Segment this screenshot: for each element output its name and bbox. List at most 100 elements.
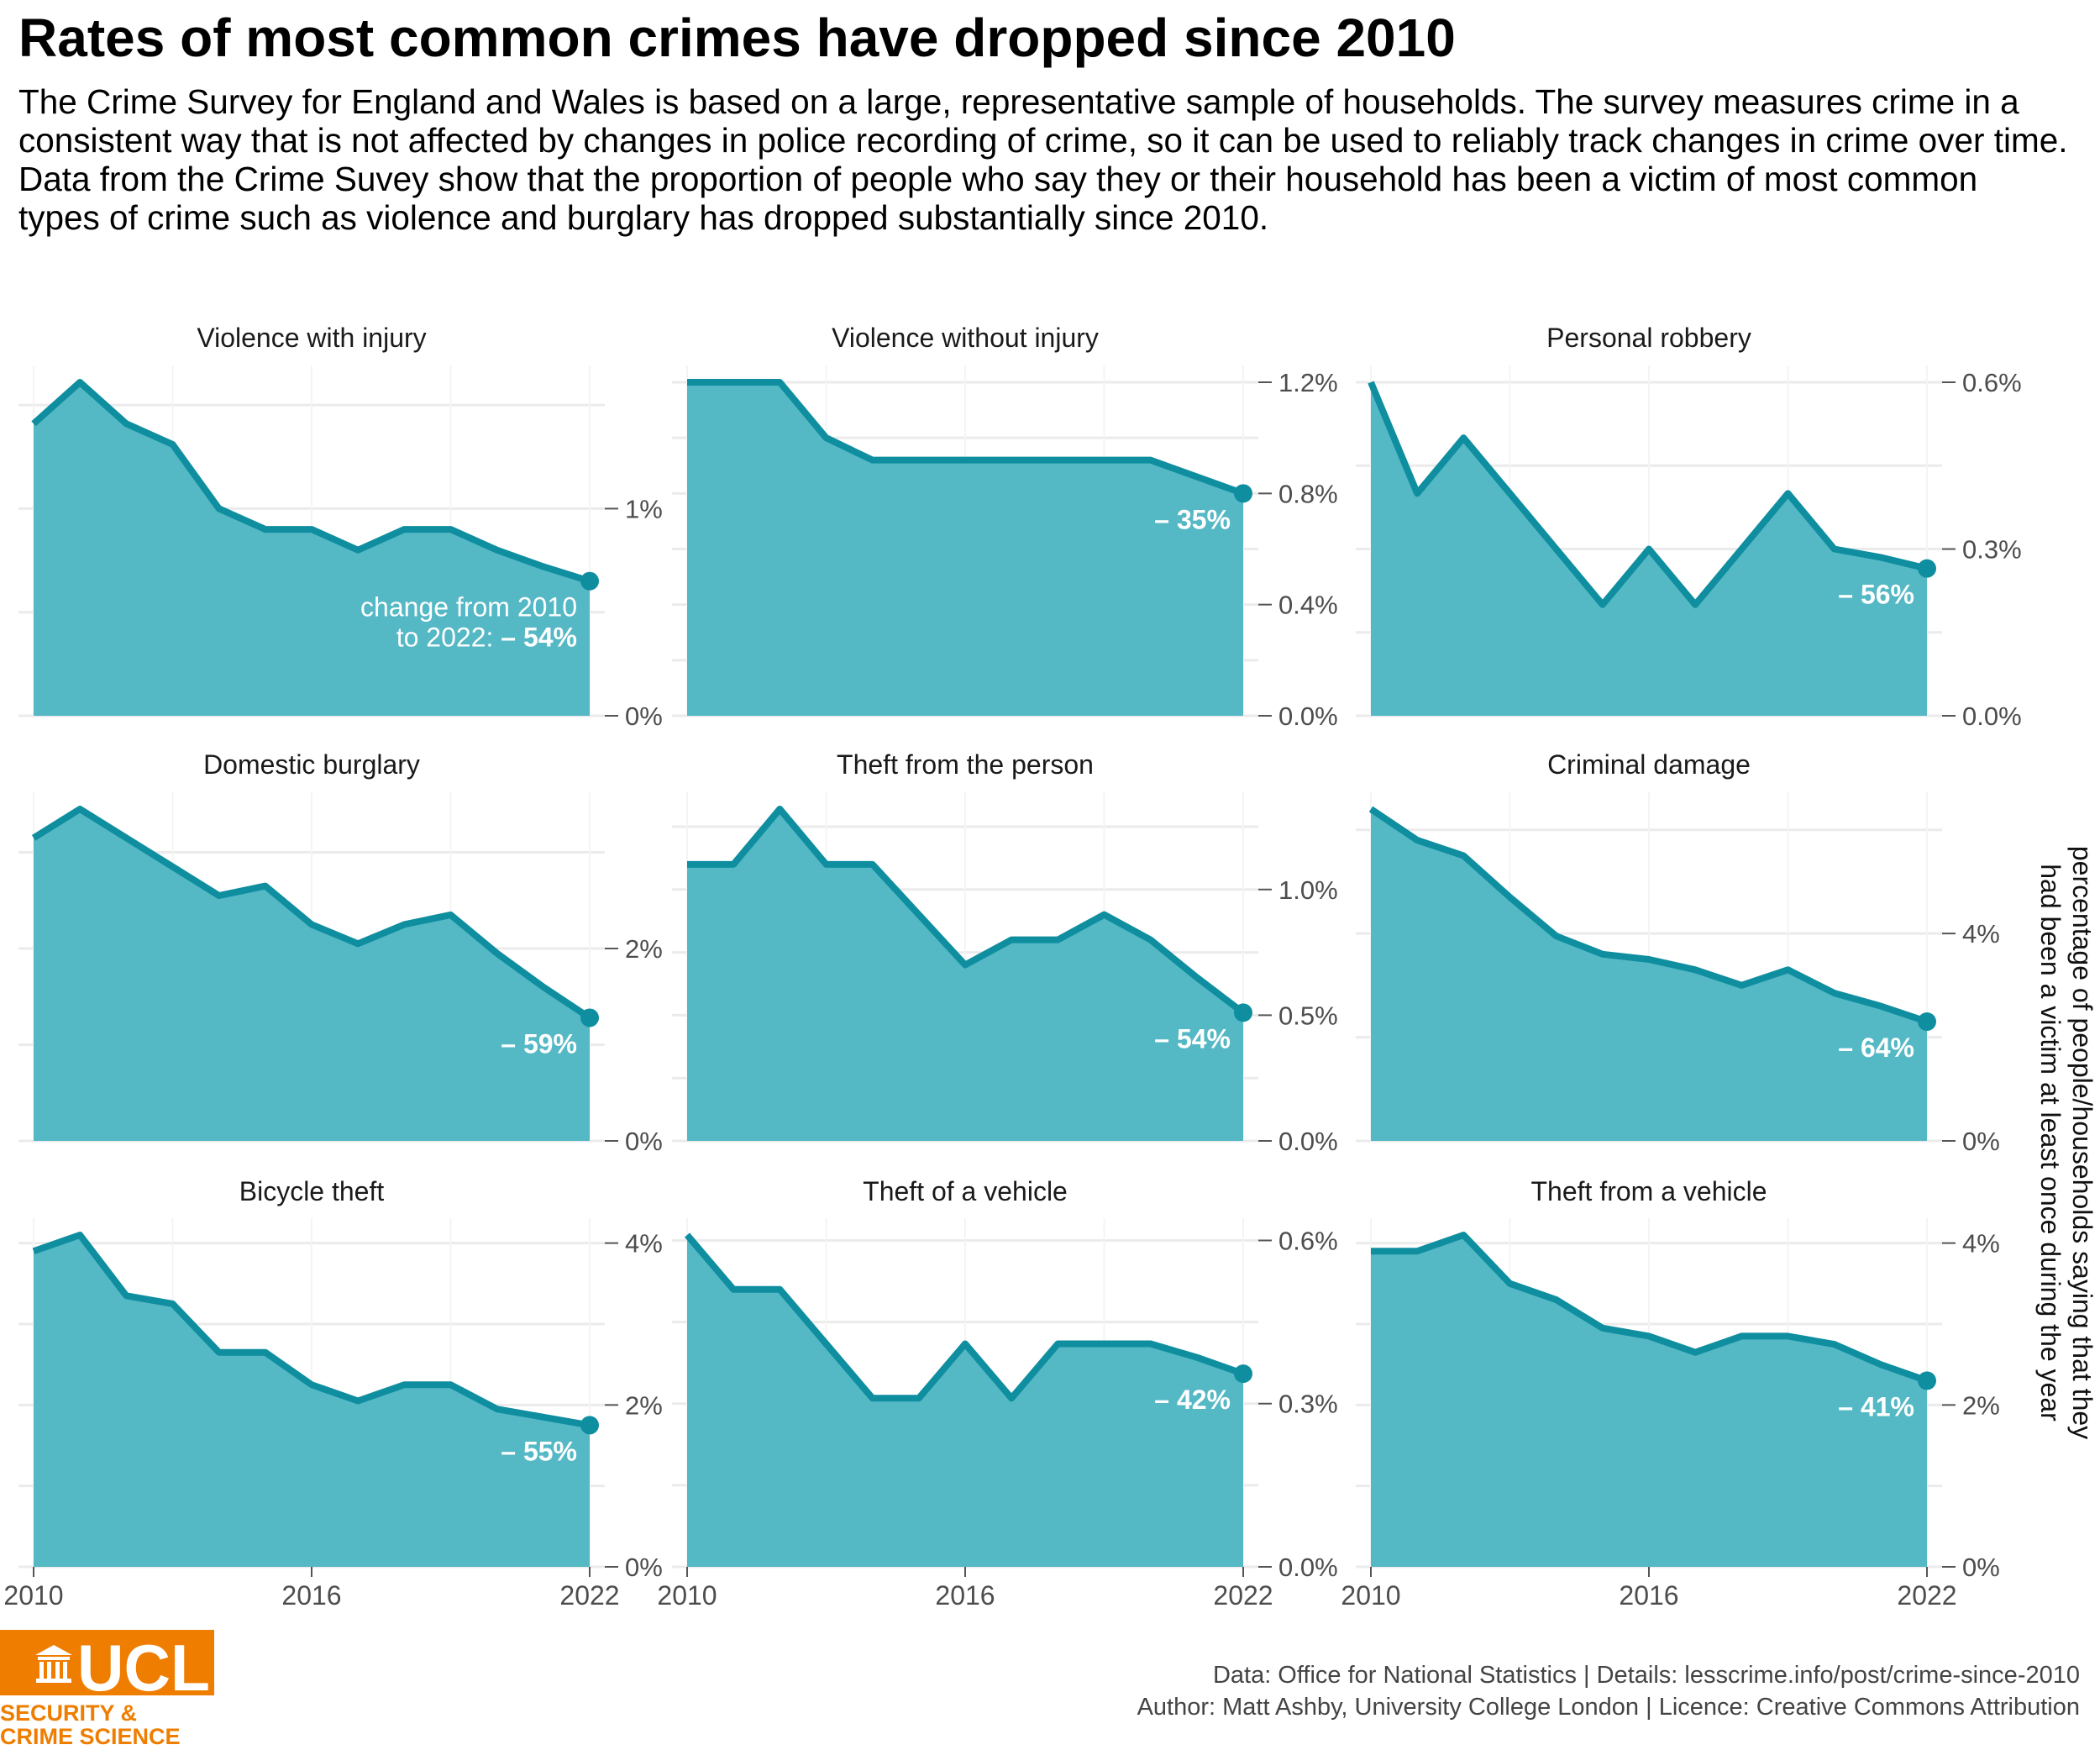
y-tick-label: 0.0% bbox=[1278, 702, 1338, 731]
ucl-logo-text: UCL bbox=[77, 1631, 210, 1705]
change-value: – 56% bbox=[1838, 580, 1914, 610]
y-tick-label: 0% bbox=[625, 1127, 663, 1156]
panel-title: Domestic burglary bbox=[203, 749, 420, 780]
portico-icon bbox=[35, 1645, 72, 1683]
end-point bbox=[580, 571, 599, 591]
change-value: – 35% bbox=[1154, 504, 1231, 534]
x-tick-label: 2010 bbox=[1341, 1580, 1400, 1611]
y-tick-label: 0.5% bbox=[1278, 1001, 1338, 1030]
chart-title: Rates of most common crimes have dropped… bbox=[18, 8, 1456, 68]
area-fill bbox=[34, 382, 590, 716]
change-value: – 59% bbox=[501, 1028, 577, 1059]
panel-3: Personal robbery 0.0% 0.3% 0.6% – 56% bbox=[1356, 323, 2022, 731]
panel-title: Bicycle theft bbox=[239, 1176, 385, 1206]
y-tick-label: 0% bbox=[625, 702, 663, 731]
y-axis-label-line2: had been a victim at least once during t… bbox=[2035, 864, 2066, 1422]
panel-4: Domestic burglary 0% 2% – 59% bbox=[18, 749, 663, 1156]
y-tick-label: 1% bbox=[625, 494, 663, 523]
y-tick-label: 0% bbox=[1962, 1553, 2000, 1582]
series-line bbox=[31, 379, 591, 585]
series-line bbox=[31, 806, 592, 1021]
area-fill bbox=[34, 1235, 590, 1567]
series-line bbox=[1368, 381, 1928, 608]
y-tick-label: 4% bbox=[1962, 919, 2000, 949]
chart-subtitle: The Crime Survey for England and Wales i… bbox=[18, 82, 2068, 237]
y-tick-label: 2% bbox=[625, 934, 663, 964]
y-tick-label: 0.6% bbox=[1278, 1226, 1338, 1255]
y-tick-label: 0.0% bbox=[1962, 702, 2022, 731]
end-point bbox=[1234, 1364, 1252, 1384]
ucl-logo-line1: SECURITY & bbox=[0, 1700, 137, 1726]
y-axis-label-line1: percentage of people/households saying t… bbox=[2067, 846, 2097, 1439]
end-point bbox=[580, 1416, 599, 1435]
y-tick-label: 4% bbox=[1962, 1229, 2000, 1259]
panel-1: Violence with injury 0% 1% change from 2010… bbox=[18, 323, 663, 731]
ucl-logo: UCL SECURITY & CRIME SCIENCE bbox=[0, 1630, 214, 1747]
panel-title: Criminal damage bbox=[1547, 749, 1751, 780]
change-value: – 55% bbox=[501, 1436, 577, 1466]
panel-title: Theft from a vehicle bbox=[1531, 1176, 1767, 1206]
end-point bbox=[1918, 1012, 1936, 1032]
y-tick-label: 0.0% bbox=[1278, 1127, 1338, 1156]
change-note-line1: change from 2010 bbox=[360, 592, 577, 623]
panel-8: Theft of a vehicle 0.0% 0.3% 0.6% – 42% 2010 2… bbox=[657, 1176, 1337, 1611]
panel-title: Theft from the person bbox=[837, 749, 1094, 780]
y-tick-label: 0.3% bbox=[1962, 535, 2022, 565]
end-point bbox=[1918, 559, 1936, 578]
panel-title: Theft of a vehicle bbox=[863, 1176, 1068, 1206]
area-fill bbox=[687, 1235, 1243, 1567]
x-tick-label: 2010 bbox=[657, 1580, 717, 1611]
y-tick-label: 0.3% bbox=[1278, 1390, 1338, 1419]
change-value: – 64% bbox=[1838, 1033, 1914, 1063]
x-tick-label: 2016 bbox=[1619, 1580, 1678, 1611]
x-tick-label: 2016 bbox=[281, 1580, 341, 1611]
small-multiples-chart: Violence with injury 0% 1% change from 2010… bbox=[3, 323, 2097, 1611]
series-line bbox=[1368, 806, 1929, 1025]
y-tick-label: 1.0% bbox=[1278, 875, 1338, 905]
x-tick-label: 2016 bbox=[935, 1580, 995, 1611]
end-point bbox=[1234, 484, 1252, 503]
y-tick-label: 0.6% bbox=[1962, 368, 2022, 397]
area-fill bbox=[1371, 809, 1927, 1141]
caption-author: Author: Matt Ashby, University College L… bbox=[1137, 1694, 2080, 1721]
panel-7: Bicycle theft 0% 2% 4% – 55% 2010 2016 2022 bbox=[3, 1176, 662, 1611]
y-tick-label: 0% bbox=[625, 1553, 663, 1582]
x-tick-label: 2022 bbox=[559, 1580, 619, 1611]
y-tick-label: 0.0% bbox=[1278, 1553, 1338, 1582]
panel-2: Violence without injury 0.0% 0.4% 0.8% 1.2% –… bbox=[672, 323, 1338, 731]
area-fill bbox=[687, 382, 1243, 716]
change-note-prefix: to 2022: bbox=[396, 623, 501, 653]
caption-source: Data: Office for National Statistics | D… bbox=[1212, 1662, 2080, 1689]
area-fill bbox=[1371, 1235, 1927, 1567]
y-tick-label: 2% bbox=[1962, 1390, 2000, 1420]
series-line bbox=[687, 379, 1245, 497]
change-value: – 54% bbox=[501, 623, 577, 653]
panel-6: Criminal damage 0% 4% – 64% bbox=[1356, 749, 2000, 1156]
x-tick-label: 2010 bbox=[3, 1580, 63, 1611]
y-tick-label: 2% bbox=[625, 1390, 663, 1420]
series-line bbox=[32, 1232, 591, 1429]
y-tick-label: 1.2% bbox=[1278, 368, 1338, 397]
panel-5: Theft from the person 0.0% 0.5% 1.0% – 54% bbox=[672, 749, 1338, 1156]
y-tick-label: 0% bbox=[1962, 1127, 2000, 1156]
panel-title: Personal robbery bbox=[1546, 323, 1751, 353]
x-tick-label: 2022 bbox=[1213, 1580, 1273, 1611]
change-value: – 42% bbox=[1154, 1385, 1231, 1415]
panel-title: Violence without injury bbox=[832, 323, 1099, 353]
change-note-line2: to 2022: – 54% bbox=[396, 623, 577, 653]
y-tick-label: 4% bbox=[625, 1229, 663, 1259]
series-line bbox=[684, 1232, 1245, 1402]
end-point bbox=[1918, 1371, 1936, 1390]
y-tick-label: 0.4% bbox=[1278, 591, 1338, 620]
end-point bbox=[580, 1008, 599, 1027]
end-point bbox=[1234, 1003, 1252, 1022]
area-fill bbox=[687, 809, 1243, 1141]
change-value: – 54% bbox=[1154, 1023, 1231, 1054]
ucl-logo-line2: CRIME SCIENCE bbox=[0, 1724, 181, 1747]
y-tick-label: 0.8% bbox=[1278, 479, 1338, 508]
x-tick-label: 2022 bbox=[1897, 1580, 1956, 1611]
panel-9: Theft from a vehicle 0% 2% 4% – 41% 2010 2016 2… bbox=[1341, 1176, 1999, 1611]
area-fill bbox=[34, 809, 590, 1141]
change-value: – 41% bbox=[1838, 1391, 1914, 1422]
series-line bbox=[687, 806, 1246, 1016]
